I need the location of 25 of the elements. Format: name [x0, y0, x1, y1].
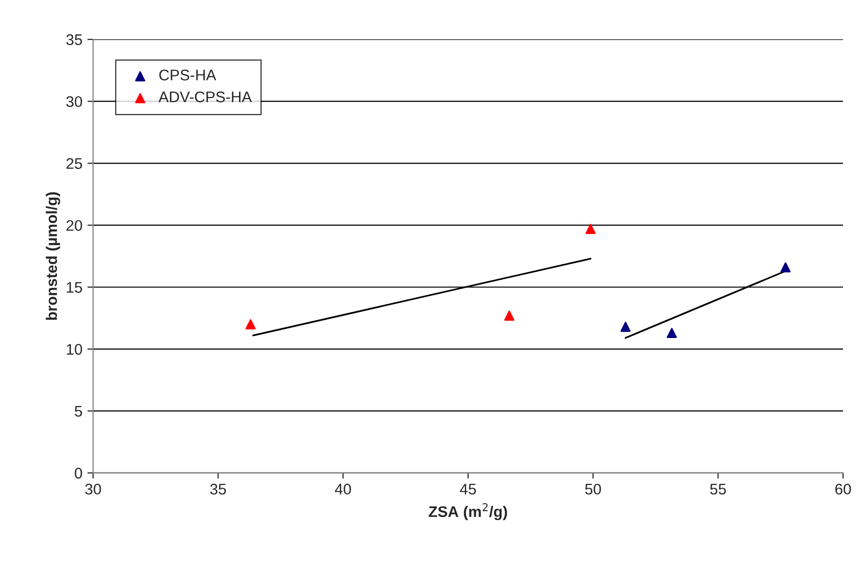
x-axis-title: ZSA (m$^{2}$/g) — [428, 503, 508, 520]
legend-label: CPS-HA — [159, 70, 216, 80]
y-axis-title: bronsted (µmol/g) — [46, 192, 60, 320]
y-tick-label: 35 — [66, 34, 82, 46]
x-tick-label: 30 — [85, 484, 101, 495]
y-tick-label: 30 — [66, 96, 82, 108]
y-tick-label: 10 — [66, 344, 82, 355]
x-tick-label: 45 — [460, 484, 476, 495]
point — [666, 328, 677, 338]
x-tick-label: 55 — [710, 484, 726, 495]
y-tick-label: 0 — [74, 468, 82, 479]
y-tick-label: 15 — [66, 282, 82, 293]
x-tick-label: 60 — [835, 484, 851, 495]
point — [585, 224, 596, 234]
y-tick-label: 25 — [66, 158, 82, 169]
x-tick-label: 35 — [210, 484, 226, 495]
legend-label: ADV-CPS-HA — [158, 92, 252, 102]
y-tick-label: 5 — [74, 406, 82, 417]
point — [504, 310, 514, 321]
point — [245, 319, 256, 330]
y-tick-label: 20 — [66, 220, 82, 231]
point — [620, 322, 631, 332]
point — [780, 262, 791, 272]
x-tick-label: 50 — [585, 484, 601, 495]
x-tick-label: 40 — [334, 484, 351, 495]
